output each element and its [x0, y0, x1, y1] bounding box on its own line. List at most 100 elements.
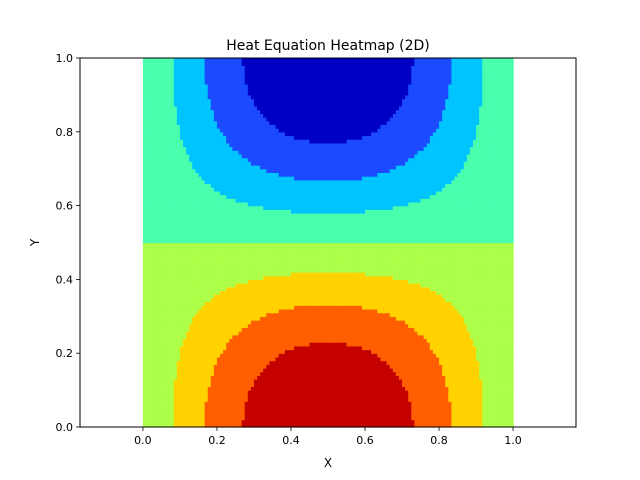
contour-cell — [503, 408, 508, 413]
contour-cell — [210, 412, 215, 417]
contour-cell — [204, 419, 209, 424]
contour-cell — [503, 338, 508, 343]
contour-cell — [213, 419, 218, 424]
contour-cell — [435, 334, 440, 340]
contour-cell — [309, 323, 314, 328]
contour-cell — [331, 419, 335, 424]
contour-cell — [238, 360, 243, 365]
contour-cell — [439, 290, 443, 295]
contour-cell — [420, 423, 425, 428]
contour-cell — [232, 275, 237, 280]
contour-cell — [192, 342, 196, 347]
contour-cell — [374, 345, 378, 351]
contour-cell — [448, 386, 452, 391]
contour-cell — [173, 316, 178, 321]
contour-cell — [278, 379, 283, 384]
contour-cell — [395, 360, 400, 365]
contour-cell — [346, 364, 351, 369]
contour-cell — [439, 360, 443, 365]
contour-cell — [331, 404, 335, 410]
contour-cell — [229, 301, 233, 306]
contour-cell — [377, 290, 382, 295]
contour-cell — [179, 401, 184, 406]
contour-cell — [260, 308, 264, 314]
contour-cell — [321, 379, 326, 384]
contour-cell — [448, 375, 452, 380]
contour-cell — [303, 390, 307, 395]
contour-cell — [460, 308, 465, 314]
contour-cell — [414, 334, 419, 340]
contour-cell — [328, 297, 332, 303]
contour-cell — [324, 364, 329, 369]
contour-cell — [368, 397, 372, 402]
contour-cell — [337, 401, 341, 406]
contour-cell — [389, 393, 394, 399]
contour-cell — [479, 404, 483, 410]
contour-cell — [491, 286, 496, 292]
contour-cell — [500, 283, 505, 288]
contour-cell — [358, 364, 363, 369]
contour-cell — [417, 393, 422, 399]
contour-cell — [426, 371, 431, 376]
contour-cell — [300, 294, 304, 299]
contour-cell — [195, 353, 200, 358]
contour-cell — [417, 371, 422, 376]
contour-cell — [220, 401, 224, 406]
contour-cell — [361, 423, 366, 428]
contour-cell — [343, 338, 348, 343]
contour-cell — [469, 283, 474, 288]
contour-cell — [253, 404, 258, 410]
contour-cell — [229, 338, 233, 343]
contour-cell — [161, 301, 166, 306]
contour-cell — [426, 386, 431, 391]
contour-cell — [250, 305, 255, 310]
contour-cell — [476, 419, 480, 424]
contour-cell — [186, 371, 190, 376]
contour-cell — [324, 323, 329, 328]
contour-cell — [192, 290, 196, 295]
contour-cell — [476, 353, 480, 358]
contour-cell — [417, 297, 422, 303]
contour-cell — [253, 290, 258, 295]
contour-cell — [469, 423, 474, 428]
contour-cell — [223, 283, 227, 288]
contour-cell — [374, 379, 378, 384]
contour-cell — [491, 379, 496, 384]
contour-cell — [479, 364, 483, 369]
contour-cell — [269, 397, 274, 402]
contour-cell — [179, 308, 184, 314]
contour-cell — [235, 353, 240, 358]
contour-cell — [448, 334, 452, 340]
contour-cell — [420, 345, 425, 351]
contour-cell — [287, 297, 292, 303]
contour-cell — [355, 423, 360, 428]
contour-cell — [324, 312, 329, 317]
contour-cell — [309, 415, 314, 421]
contour-cell — [235, 390, 240, 395]
contour-cell — [220, 386, 224, 391]
contour-cell — [260, 272, 264, 277]
contour-cell — [358, 404, 363, 410]
contour-cell — [439, 401, 443, 406]
contour-cell — [328, 279, 332, 284]
contour-cell — [284, 375, 289, 380]
contour-cell — [432, 386, 437, 391]
contour-cell — [161, 415, 166, 421]
contour-cell — [500, 316, 505, 321]
contour-cell — [426, 423, 431, 428]
contour-cell — [374, 286, 378, 292]
contour-cell — [479, 290, 483, 295]
contour-cell — [303, 401, 307, 406]
contour-cell — [358, 319, 363, 325]
contour-cell — [324, 371, 329, 376]
contour-cell — [241, 286, 246, 292]
contour-cell — [281, 312, 286, 317]
contour-cell — [395, 312, 400, 317]
contour-cell — [371, 283, 375, 288]
contour-cell — [445, 297, 449, 303]
contour-cell — [358, 390, 363, 395]
contour-cell — [476, 305, 480, 310]
contour-cell — [509, 345, 514, 351]
contour-cell — [389, 327, 394, 332]
contour-cell — [491, 423, 496, 428]
